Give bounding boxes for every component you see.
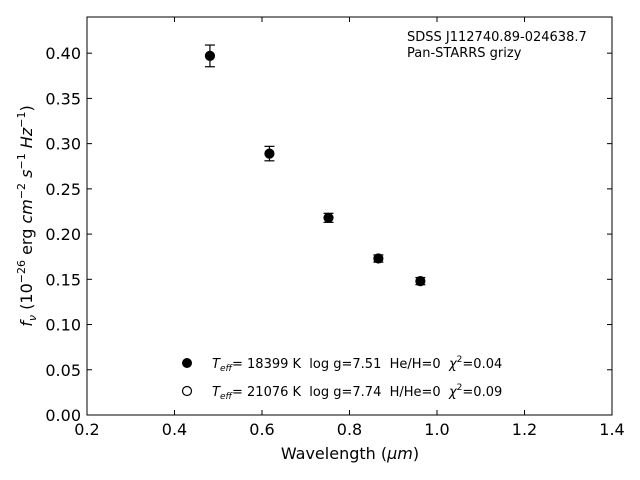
legend-marker-filled	[182, 358, 192, 368]
plot-frame	[86, 16, 613, 416]
y-tick-label: 0.40	[45, 44, 81, 63]
y-tick-label: 0.05	[45, 361, 81, 380]
y-tick-label: 0.25	[45, 180, 81, 199]
y-tick-label: 0.35	[45, 89, 81, 108]
annotation-survey-name: Pan-STARRS grizy	[407, 46, 522, 61]
x-tick-label: 0.6	[249, 420, 274, 439]
data-point	[323, 212, 334, 223]
data-point	[264, 148, 275, 159]
data-points	[204, 44, 426, 287]
data-point	[373, 253, 384, 264]
y-axis: 0.00 0.05 0.10 0.15 0.20 0.25 0.30 0.35 0.40	[45, 44, 612, 425]
y-tick-label: 0.15	[45, 270, 81, 289]
y-tick-label: 0.20	[45, 225, 81, 244]
x-tick-label: 0.8	[337, 420, 362, 439]
y-tick-label: 0.00	[45, 406, 81, 425]
y-tick-label: 0.30	[45, 135, 81, 154]
x-tick-label: 1.4	[599, 420, 624, 439]
x-tick-label: 0.2	[74, 420, 99, 439]
data-point	[204, 50, 216, 61]
legend-entry-2: Teff= 21076 K log g=7.74 H/He=0 χ2=0.09	[212, 383, 502, 402]
data-point	[415, 276, 426, 287]
legend-entry-1: Teff= 18399 K log g=7.51 He/H=0 χ2=0.04	[212, 355, 502, 374]
annotation-object-name: SDSS J112740.89-024638.7	[407, 30, 587, 45]
x-tick-label: 0.4	[162, 420, 187, 439]
x-tick-label: 1.0	[424, 420, 449, 439]
y-axis-label: fν (10−26 erg cm−2 s−1 Hz−1)	[15, 105, 39, 326]
legend: Teff= 18399 K log g=7.51 He/H=0 χ2=0.04 …	[181, 355, 502, 402]
x-axis: 0.2 0.4 0.6 0.8 1.0 1.2 1.4	[74, 17, 625, 439]
x-tick-label: 1.2	[512, 420, 537, 439]
x-axis-label: Wavelength (μm)	[281, 444, 419, 463]
y-tick-label: 0.10	[45, 316, 81, 335]
legend-marker-open	[181, 385, 193, 397]
